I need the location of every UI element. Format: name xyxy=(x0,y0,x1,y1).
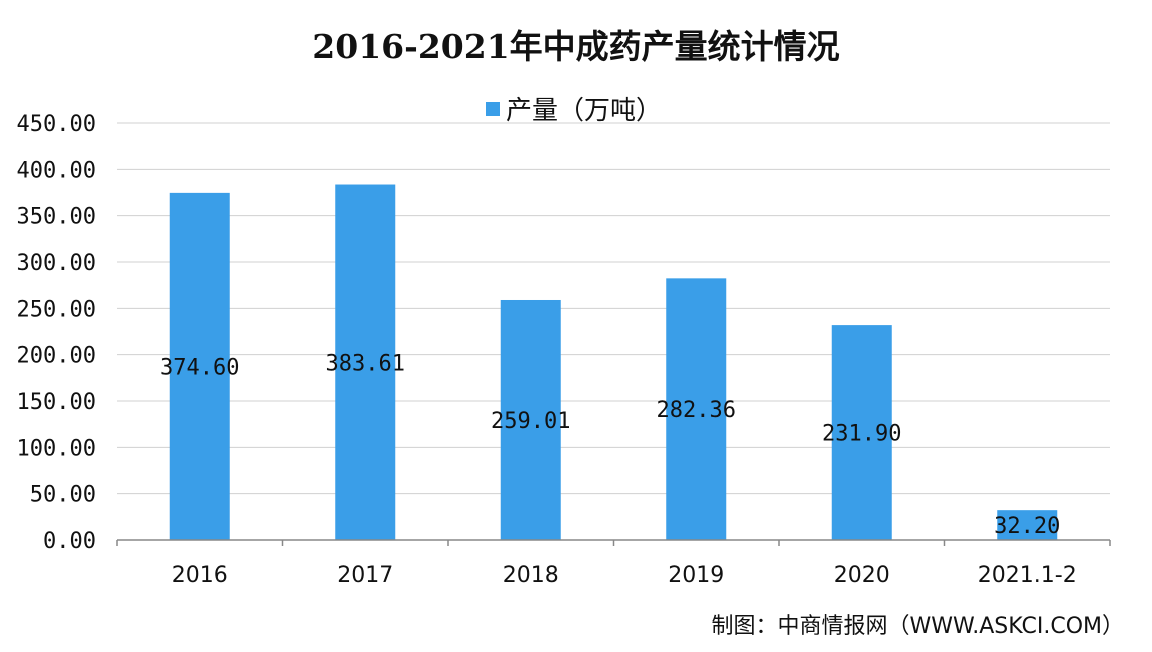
grid-lines xyxy=(117,122,1110,495)
y-tick-label: 150.00 xyxy=(17,390,96,415)
data-label: 282.36 xyxy=(657,398,736,423)
bar xyxy=(666,278,727,540)
data-label: 32.20 xyxy=(994,514,1060,539)
x-tick-label: 2020 xyxy=(834,563,890,588)
y-tick-label: 200.00 xyxy=(17,344,96,369)
y-axis-ticks: 0.00 50.00 100.00 150.00 200.00 250.00 300.00 3… xyxy=(17,112,96,554)
y-tick-label: 350.00 xyxy=(17,205,96,230)
data-labels: 374.60 383.61 259.01 282.36 231.90 32.20 xyxy=(160,351,1060,539)
x-tick-label: 2021.1-2 xyxy=(978,563,1077,588)
data-label: 259.01 xyxy=(491,409,570,434)
y-tick-label: 250.00 xyxy=(17,297,96,322)
y-tick-label: 100.00 xyxy=(17,436,96,461)
x-tick-label: 2016 xyxy=(172,563,228,588)
x-tick-label: 2018 xyxy=(503,563,559,588)
x-tick-label: 2017 xyxy=(337,563,393,588)
legend-label: 产量（万吨） xyxy=(506,96,663,126)
legend-swatch xyxy=(486,101,500,116)
y-tick-label: 400.00 xyxy=(17,158,96,183)
bars xyxy=(169,184,1058,540)
y-tick-label: 450.00 xyxy=(17,112,96,137)
chart-legend: 产量（万吨） xyxy=(486,90,662,127)
bar xyxy=(831,325,892,540)
chart-title: 2016-2021年中成药产量统计情况 xyxy=(312,27,840,66)
x-axis xyxy=(116,539,1111,546)
data-label: 231.90 xyxy=(822,422,901,447)
y-tick-label: 300.00 xyxy=(17,251,96,276)
y-tick-label: 50.00 xyxy=(30,483,96,508)
data-label: 374.60 xyxy=(160,355,239,380)
y-tick-label: 0.00 xyxy=(43,529,96,554)
data-label: 383.61 xyxy=(326,351,405,376)
source-note: 制图：中商情报网（WWW.ASKCI.COM） xyxy=(711,614,1124,639)
bar xyxy=(997,510,1058,540)
bar xyxy=(169,192,230,540)
x-tick-label: 2019 xyxy=(668,563,724,588)
bar xyxy=(500,299,561,540)
bar xyxy=(335,184,396,540)
x-axis-ticks: 2016 2017 2018 2019 2020 2021.1-2 xyxy=(172,563,1077,588)
